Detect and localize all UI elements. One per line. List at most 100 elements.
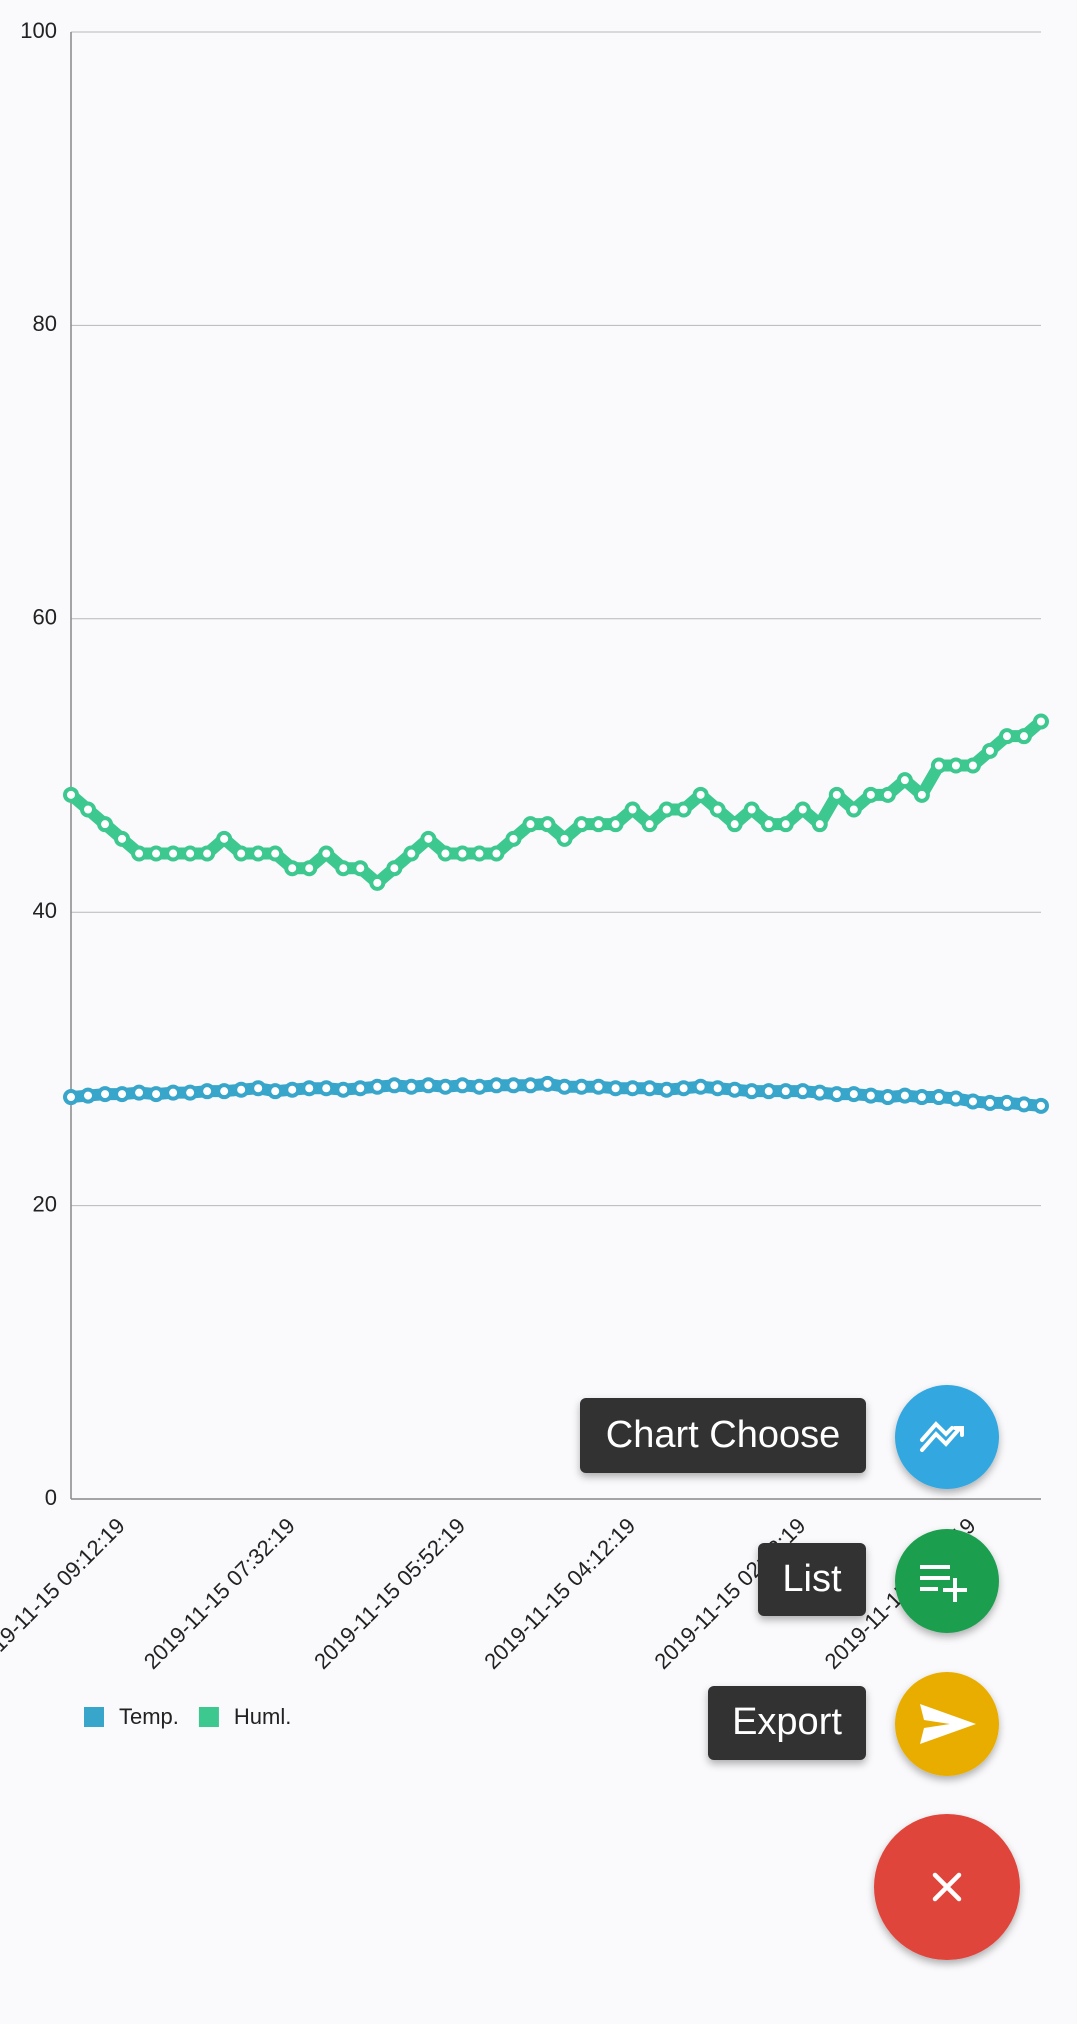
data-point bbox=[743, 1083, 760, 1100]
export-button[interactable] bbox=[895, 1672, 999, 1776]
icon bbox=[920, 1704, 976, 1744]
data-point bbox=[63, 786, 79, 803]
data-point bbox=[250, 1080, 267, 1097]
menu-label[interactable]: Chart Choose bbox=[606, 1414, 840, 1456]
data-point bbox=[692, 1078, 709, 1095]
data-point bbox=[165, 845, 182, 862]
data-point bbox=[233, 1081, 250, 1098]
x-tick-label: 2019-11-15 05:52:19 bbox=[309, 1513, 470, 1674]
data-point bbox=[896, 772, 913, 789]
y-tick-label: 40 bbox=[33, 898, 57, 923]
data-point bbox=[437, 845, 454, 862]
data-point bbox=[182, 845, 199, 862]
data-point bbox=[828, 1086, 845, 1103]
icon bbox=[932, 1872, 962, 1902]
menu-label[interactable]: List bbox=[782, 1558, 842, 1600]
data-point bbox=[658, 801, 675, 818]
data-point bbox=[522, 816, 539, 833]
data-point bbox=[250, 845, 267, 862]
data-point bbox=[709, 1080, 726, 1097]
data-point bbox=[369, 874, 386, 891]
data-point bbox=[471, 1078, 488, 1095]
data-point bbox=[1033, 1097, 1049, 1114]
data-point bbox=[556, 830, 573, 847]
icon bbox=[920, 1565, 967, 1602]
data-point bbox=[148, 1086, 165, 1103]
data-point bbox=[80, 1087, 97, 1104]
data-point bbox=[607, 816, 624, 833]
data-point bbox=[386, 860, 403, 877]
data-point bbox=[420, 1077, 437, 1094]
menu-label[interactable]: Export bbox=[732, 1701, 842, 1743]
data-point bbox=[63, 1089, 79, 1106]
data-point bbox=[743, 801, 760, 818]
data-point bbox=[454, 845, 471, 862]
data-point bbox=[981, 742, 998, 759]
data-point bbox=[352, 1080, 369, 1097]
data-point bbox=[318, 1080, 335, 1097]
x-tick-label: 2019-11-15 04:12:19 bbox=[479, 1513, 640, 1674]
y-tick-label: 100 bbox=[20, 18, 57, 43]
data-point bbox=[131, 1084, 148, 1101]
label-box bbox=[580, 1398, 866, 1473]
data-point bbox=[233, 845, 250, 862]
data-point bbox=[777, 1083, 794, 1100]
data-point bbox=[896, 1087, 913, 1104]
data-point bbox=[505, 1077, 522, 1094]
data-point bbox=[488, 845, 505, 862]
data-point bbox=[981, 1094, 998, 1111]
chart-choose-button[interactable] bbox=[895, 1385, 999, 1489]
data-point bbox=[403, 1078, 420, 1095]
data-point bbox=[131, 845, 148, 862]
data-point bbox=[675, 1080, 692, 1097]
data-point bbox=[80, 801, 97, 818]
data-point bbox=[947, 757, 964, 774]
data-point bbox=[216, 830, 233, 847]
data-point bbox=[777, 816, 794, 833]
x-tick-label: 2019-11-15 09:12:19 bbox=[0, 1513, 130, 1674]
data-point bbox=[879, 1089, 896, 1106]
icon bbox=[920, 1421, 964, 1452]
data-point bbox=[148, 845, 165, 862]
data-point bbox=[505, 830, 522, 847]
data-point bbox=[369, 1078, 386, 1095]
data-point bbox=[828, 786, 845, 803]
legend-swatch bbox=[84, 1707, 104, 1727]
data-point bbox=[97, 1086, 114, 1103]
data-point bbox=[590, 816, 607, 833]
data-point bbox=[284, 1081, 301, 1098]
data-point bbox=[539, 816, 556, 833]
data-point bbox=[947, 1090, 964, 1107]
series-line bbox=[67, 716, 1045, 889]
data-point bbox=[607, 1080, 624, 1097]
data-point bbox=[114, 1086, 131, 1103]
data-point bbox=[199, 1083, 216, 1100]
data-point bbox=[420, 830, 437, 847]
data-point bbox=[862, 786, 879, 803]
data-point bbox=[556, 1078, 573, 1095]
data-point bbox=[573, 1078, 590, 1095]
data-point bbox=[862, 1087, 879, 1104]
data-point bbox=[114, 830, 131, 847]
data-point bbox=[641, 1080, 658, 1097]
data-point bbox=[624, 801, 641, 818]
data-point bbox=[301, 1080, 318, 1097]
data-point bbox=[709, 801, 726, 818]
data-point bbox=[845, 801, 862, 818]
data-point bbox=[335, 1081, 352, 1098]
data-point bbox=[352, 860, 369, 877]
label-box bbox=[758, 1543, 866, 1616]
data-point bbox=[590, 1078, 607, 1095]
list-button[interactable] bbox=[895, 1529, 999, 1633]
data-point bbox=[879, 786, 896, 803]
y-tick-label: 60 bbox=[33, 605, 57, 630]
data-point bbox=[284, 860, 301, 877]
data-point bbox=[794, 801, 811, 818]
series-line bbox=[70, 1077, 1042, 1112]
data-point bbox=[97, 816, 114, 833]
data-point bbox=[726, 816, 743, 833]
data-point bbox=[692, 786, 709, 803]
